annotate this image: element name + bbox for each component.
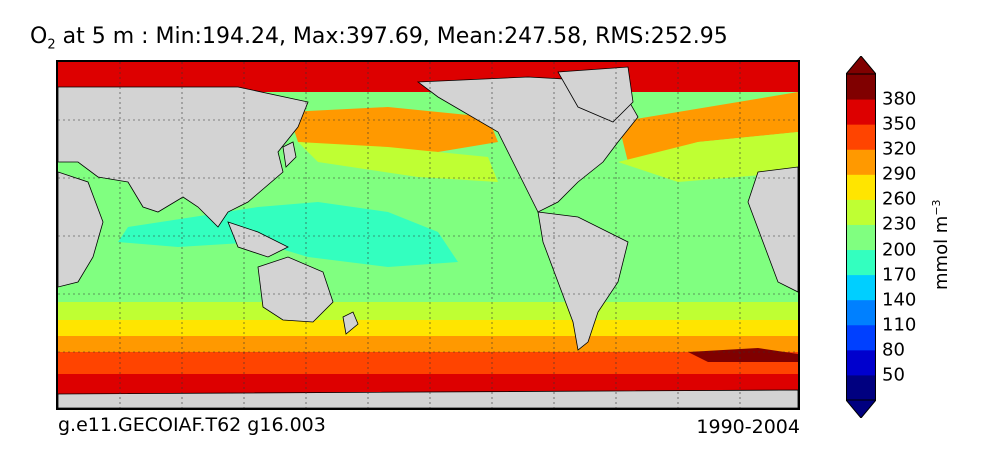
- colorbar-swatch: [846, 199, 876, 225]
- colorbar-tick-label: 170: [882, 264, 917, 286]
- years-label: 1990-2004: [696, 416, 800, 438]
- unit-text: mmol m: [931, 215, 952, 290]
- colorbar-swatch: [846, 374, 876, 401]
- ocean-band-south-redorange: [58, 352, 798, 376]
- land-australia: [257, 256, 334, 323]
- ocean-band-south-yellow: [58, 320, 798, 338]
- colorbar-swatch: [846, 124, 876, 150]
- colorbar-tick-label: 110: [882, 314, 917, 336]
- colorbar-swatch: [846, 299, 876, 326]
- colorbar-swatch: [846, 149, 876, 175]
- plot-title: O2 at 5 m : Min:194.24, Max:397.69, Mean…: [30, 24, 728, 52]
- land-eurasia: [58, 86, 309, 228]
- colorbar-tick-label: 260: [882, 188, 917, 210]
- graticule: [58, 62, 798, 408]
- title-species: O: [30, 24, 48, 49]
- land-africa-left: [58, 171, 104, 288]
- ocean-band-npac-yellowgreen: [298, 142, 498, 182]
- ocean-band-south-orange: [58, 336, 798, 354]
- ocean-band-south-yellowgreen: [58, 302, 798, 322]
- ocean-band-tropical-teal: [118, 202, 458, 267]
- colorbar-extend-min: [844, 399, 878, 419]
- ocean-band-natl-yellowgreen: [618, 132, 798, 182]
- colorbar-swatch: [846, 274, 876, 301]
- colorbar-border: [846, 73, 876, 401]
- colorbar-unit-label: mmol m−3: [930, 199, 952, 290]
- colorbar-tick-label: 200: [882, 239, 917, 261]
- colorbar-swatch: [846, 99, 876, 125]
- land-indonesia: [227, 221, 289, 258]
- colorbar-tick-label: 80: [882, 339, 905, 361]
- land-masses: [58, 66, 798, 408]
- land-africa-right: [747, 166, 798, 293]
- land-new-zealand: [342, 311, 359, 335]
- colorbar-tick-label: 230: [882, 213, 917, 235]
- colorbar-tick-label: 320: [882, 138, 917, 160]
- land-south-america: [537, 211, 629, 351]
- ocean-band-natl-orange: [618, 92, 798, 162]
- title-stats: at 5 m : Min:194.24, Max:397.69, Mean:24…: [55, 24, 728, 49]
- colorbar-swatch: [846, 174, 876, 200]
- colorbar: [844, 55, 878, 419]
- unit-exponent: −3: [930, 199, 943, 216]
- ocean-band-npac-orange: [288, 107, 498, 152]
- colorbar-tick-label: 50: [882, 364, 905, 386]
- colorbar-tick-label: 140: [882, 289, 917, 311]
- map-canvas: [58, 62, 798, 408]
- case-name-label: g.e11.GECOIAF.T62 g16.003: [58, 414, 326, 436]
- colorbar-swatch: [846, 249, 876, 276]
- world-map: [56, 60, 800, 410]
- colorbar-extend-max: [844, 55, 878, 75]
- colorbar-svg: [844, 55, 878, 419]
- colorbar-swatch: [846, 324, 876, 351]
- colorbar-tick-label: 350: [882, 113, 917, 135]
- colorbar-tick-label: 290: [882, 163, 917, 185]
- colorbar-swatch: [846, 74, 876, 100]
- ocean-patch-darkred: [688, 348, 798, 362]
- title-subscript: 2: [47, 37, 56, 53]
- land-antarctica: [58, 389, 798, 408]
- land-japan: [282, 141, 297, 168]
- land-greenland: [557, 66, 634, 123]
- colorbar-tick-label: 380: [882, 88, 917, 110]
- colorbar-swatch: [846, 224, 876, 251]
- colorbar-swatch: [846, 349, 876, 376]
